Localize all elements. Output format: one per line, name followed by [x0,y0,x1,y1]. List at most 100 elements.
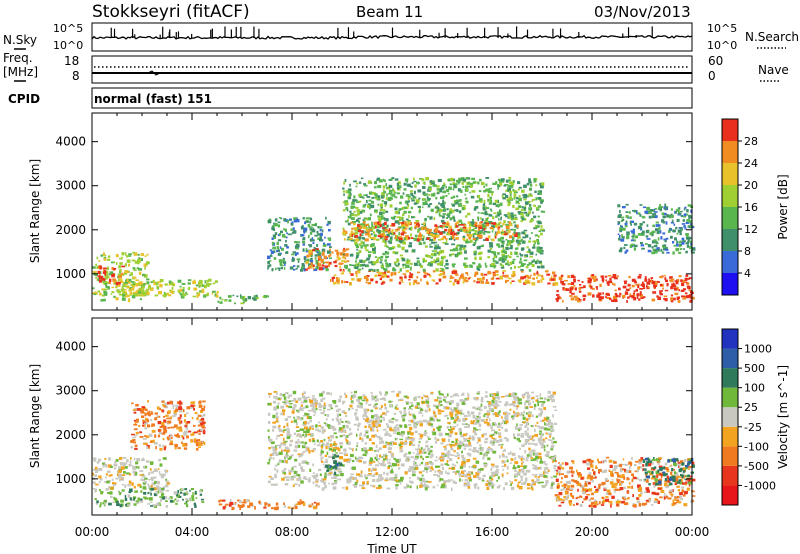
scatter-echo [686,285,690,288]
scatter-echo [138,271,142,275]
scatter-echo [640,244,645,247]
scatter-echo [202,413,206,417]
scatter-echo [325,267,328,269]
scatter-echo [376,478,380,482]
scatter-echo [303,426,308,430]
scatter-echo [381,267,384,269]
scatter-echo [366,435,369,438]
scatter-echo [502,275,507,277]
scatter-echo [421,484,424,488]
scatter-echo [320,458,323,462]
scatter-echo [464,474,468,478]
scatter-echo [96,266,99,269]
scatter-echo [537,397,539,400]
scatter-echo [146,278,150,281]
scatter-echo [193,407,195,411]
scatter-echo [370,204,375,209]
scatter-echo [410,190,413,193]
scatter-echo [264,502,268,506]
scatter-echo [488,242,493,245]
scatter-echo [458,177,462,181]
scatter-echo [579,284,582,286]
scatter-echo [424,272,429,275]
scatter-echo [531,260,534,263]
scatter-echo [302,428,305,431]
scatter-echo [594,275,597,279]
scatter-echo [480,181,485,186]
scatter-echo [689,223,693,227]
scatter-echo [485,207,490,210]
scatter-echo [512,190,517,193]
scatter-echo [339,252,344,256]
scatter-echo [659,230,662,234]
scatter-echo [437,409,441,412]
scatter-echo [373,450,377,452]
scatter-echo [362,209,365,213]
scatter-echo [536,467,540,470]
scatter-echo [366,474,371,477]
scatter-echo [280,230,283,234]
scatter-echo [500,225,503,228]
scatter-echo [439,267,443,270]
scatter-echo [508,277,512,280]
scatter-echo [253,295,258,298]
scatter-echo [538,246,541,250]
scatter-echo [506,459,509,463]
scatter-echo [344,392,346,396]
power-y-axis-label: Slant Range [km] [28,159,42,263]
scatter-echo [414,462,417,465]
scatter-echo [385,443,388,446]
scatter-echo [662,232,666,235]
scatter-echo [336,256,340,259]
scatter-echo [472,243,476,246]
scatter-echo [430,256,433,259]
scatter-echo [363,412,367,416]
scatter-echo [120,462,124,466]
scatter-echo [461,423,466,426]
scatter-echo [292,256,294,259]
scatter-echo [366,417,370,421]
scatter-echo [278,259,283,263]
scatter-echo [391,223,396,227]
scatter-echo [358,279,361,282]
scatter-echo [680,215,684,218]
scatter-echo [185,498,189,501]
scatter-echo [530,398,533,400]
scatter-echo [542,442,544,446]
scatter-echo [381,263,384,266]
scatter-echo [654,208,658,210]
scatter-echo [325,216,327,220]
scatter-echo [644,278,648,282]
scatter-echo [376,226,381,229]
scatter-echo [497,211,501,214]
scatter-echo [664,289,669,292]
scatter-echo [660,236,663,240]
scatter-echo [167,426,170,429]
scatter-echo [333,441,336,445]
scatter-echo [360,177,364,180]
scatter-echo [303,257,307,260]
scatter-echo [372,226,376,230]
scatter-echo [102,298,106,302]
scatter-echo [183,493,186,496]
scatter-echo [103,282,105,285]
scatter-echo [472,237,476,241]
scatter-echo [504,428,508,432]
scatter-echo [329,257,332,259]
scatter-echo [474,450,477,453]
scatter-echo [115,282,119,286]
scatter-echo [517,433,521,437]
scatter-echo [506,466,509,470]
scatter-echo [102,465,105,468]
scatter-echo [268,475,272,478]
scatter-echo [521,457,525,460]
scatter-echo [345,281,349,283]
scatter-echo [322,244,327,247]
scatter-echo [119,461,123,465]
scatter-echo [132,465,134,468]
scatter-echo [294,245,298,249]
scatter-echo [517,242,522,245]
scatter-echo [477,211,480,214]
scatter-echo [446,472,450,475]
scatter-echo [370,392,373,394]
